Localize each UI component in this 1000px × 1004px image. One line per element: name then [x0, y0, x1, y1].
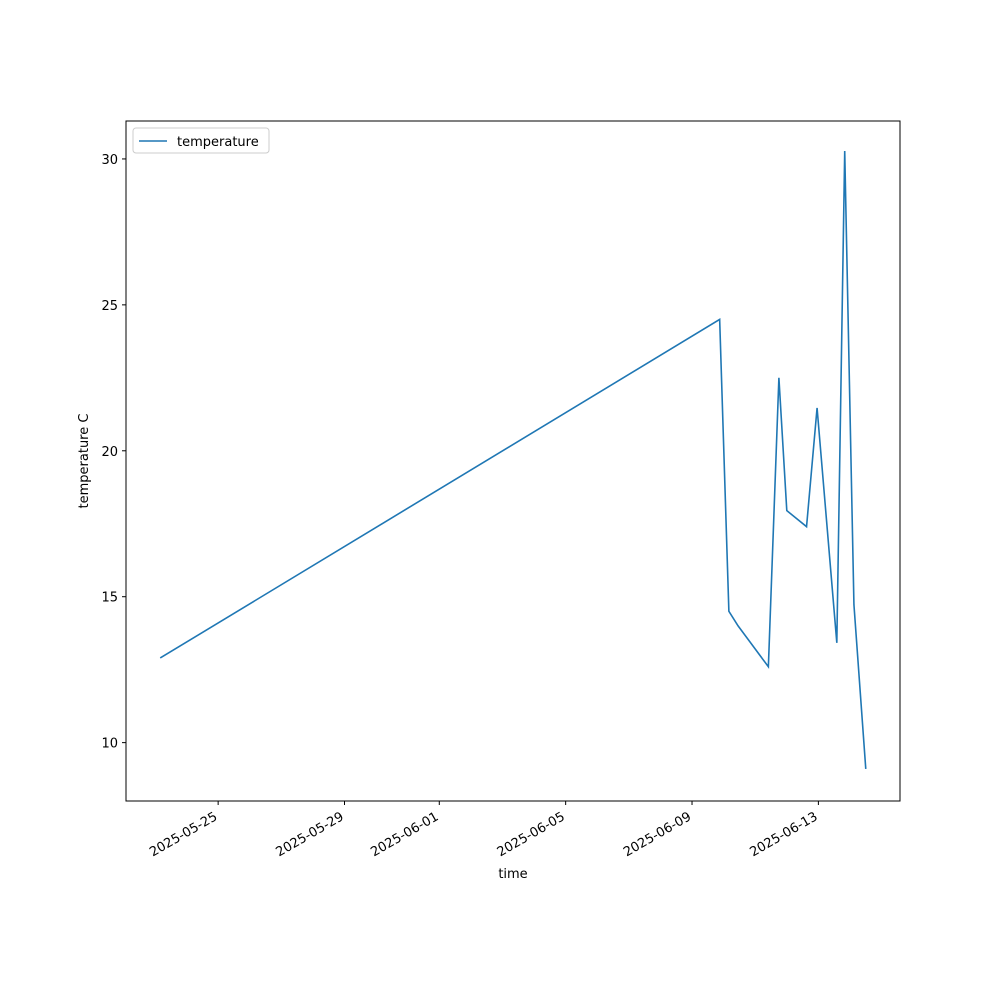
y-tick-label: 20 — [101, 445, 118, 460]
x-tick-label: 2025-05-29 — [274, 809, 347, 860]
x-axis-label: time — [498, 867, 527, 882]
x-tick-label: 2025-06-05 — [495, 809, 568, 860]
x-tick-label: 2025-06-13 — [747, 809, 820, 860]
x-tick-label: 2025-06-01 — [368, 809, 441, 860]
legend-label: temperature — [177, 135, 259, 150]
y-tick-label: 30 — [101, 153, 118, 168]
plot-frame — [125, 120, 901, 802]
y-tick-label: 15 — [101, 591, 118, 606]
line-series — [159, 151, 867, 769]
y-tick-label: 10 — [101, 737, 118, 752]
y-tick-label: 25 — [101, 299, 118, 314]
legend-box — [132, 127, 270, 154]
x-tick-label: 2025-06-09 — [621, 809, 694, 860]
x-tick-label: 2025-05-25 — [147, 809, 220, 860]
y-axis-label: temperature C — [77, 414, 92, 509]
